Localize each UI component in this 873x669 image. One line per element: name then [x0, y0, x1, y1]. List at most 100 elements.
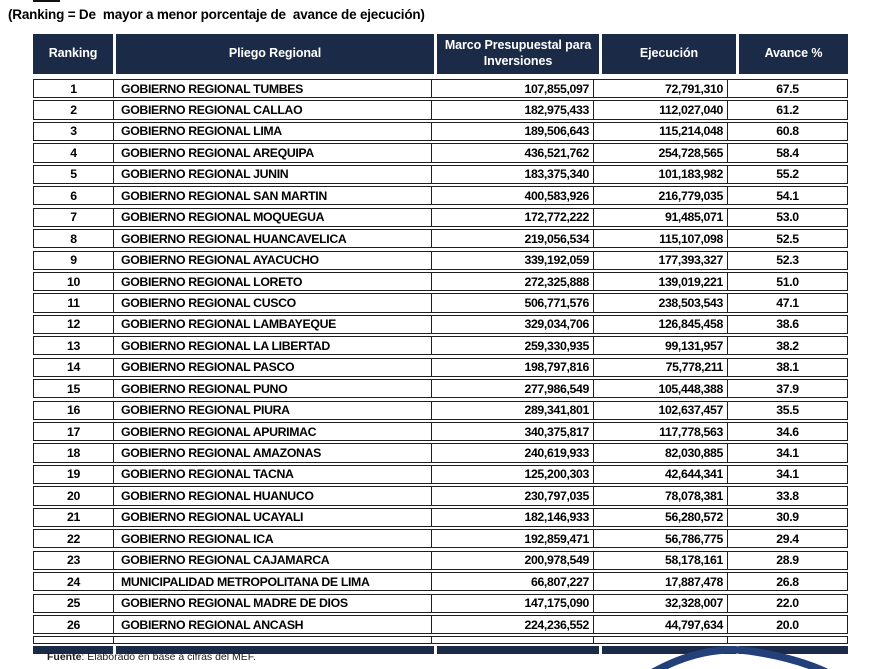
cell-avance: 38.2 — [776, 338, 799, 353]
cell-avance: 47.1 — [776, 295, 799, 310]
cell-pliego: GOBIERNO REGIONAL LORETO — [114, 272, 432, 291]
cell-ranking: 13 — [34, 337, 114, 355]
cell-pliego: GOBIERNO REGIONAL ICA — [114, 530, 432, 548]
table-row: 22 GOBIERNO REGIONAL ICA 192,859,471 56,786… — [33, 529, 848, 549]
cell-marco: 400,583,926 — [432, 187, 594, 205]
cell-avance: 34.6 — [776, 424, 799, 439]
cell-avance: 29.4 — [776, 531, 799, 546]
cell-ejecucion: 58,178,161 — [594, 551, 728, 569]
cell-marco: 219,056,534 — [432, 230, 594, 248]
cell-marco: 340,375,817 — [432, 423, 594, 441]
table-row: 14 GOBIERNO REGIONAL PASCO 198,797,816 75,7… — [33, 357, 848, 377]
cell-marco: 259,330,935 — [432, 337, 594, 355]
cell-pliego: GOBIERNO REGIONAL ANCASH — [114, 615, 432, 634]
cell-ranking: 10 — [34, 272, 114, 291]
source-note-label: Fuente — [47, 651, 82, 663]
cell-marco: 198,797,816 — [432, 358, 594, 376]
table-row: 4 GOBIERNO REGIONAL AREQUIPA 436,521,762 25… — [33, 143, 848, 163]
cell-pliego: GOBIERNO REGIONAL JUNIN — [114, 165, 432, 183]
cell-marco: 182,975,433 — [432, 101, 594, 119]
table-row: 5 GOBIERNO REGIONAL JUNIN 183,375,340 101,1… — [33, 164, 848, 184]
table-row: 23 GOBIERNO REGIONAL CAJAMARCA 200,978,549… — [33, 550, 848, 570]
cell-marco: 272,325,888 — [432, 272, 594, 291]
cell-ranking: 2 — [34, 101, 114, 119]
cell-ejecucion: 115,214,048 — [594, 122, 728, 141]
cell-avance: 34.1 — [776, 446, 799, 461]
table-row: 8 GOBIERNO REGIONAL HUANCAVELICA 219,056,5… — [33, 229, 848, 249]
cell-marco: 436,521,762 — [432, 144, 594, 162]
table-row: 15 GOBIERNO REGIONAL PUNO 277,986,549 105,4… — [33, 379, 848, 399]
cell-ejecucion: 42,644,341 — [594, 465, 728, 484]
table-row: 19 GOBIERNO REGIONAL TACNA 125,200,303 42,6… — [33, 464, 848, 485]
cell-ejecucion: 177,393,327 — [594, 251, 728, 269]
table-row: 21 GOBIERNO REGIONAL UCAYALI 182,146,933 56… — [33, 507, 848, 527]
cell-ranking: 18 — [34, 444, 114, 462]
cell-pliego: GOBIERNO REGIONAL HUANUCO — [114, 487, 432, 505]
footer-bar-segment — [739, 645, 848, 654]
cell-ranking: 20 — [34, 487, 114, 505]
cell-ejecucion: 17,887,478 — [594, 573, 728, 591]
header-ranking: Ranking — [33, 34, 113, 74]
cell-ranking: 11 — [34, 294, 114, 312]
cell-marco: 329,034,706 — [432, 315, 594, 333]
cell-ejecucion: 139,019,221 — [594, 272, 728, 291]
table-header-row: Ranking Pliego Regional Marco Presupuest… — [33, 34, 848, 74]
cell-ejecucion: 216,779,035 — [594, 187, 728, 205]
cell-ranking: 12 — [34, 315, 114, 333]
footer-bar-segment — [437, 645, 599, 654]
footer-bar-segment — [33, 645, 113, 654]
table-row: 6 GOBIERNO REGIONAL SAN MARTIN 400,583,926… — [33, 186, 848, 206]
cell-marco: 506,771,576 — [432, 294, 594, 312]
table-row: 16 GOBIERNO REGIONAL PIURA 289,341,801 102,… — [33, 400, 848, 420]
empty-cell — [432, 637, 594, 643]
cell-ejecucion: 32,328,007 — [594, 594, 728, 612]
cell-avance: 60.8 — [776, 124, 799, 139]
cell-marco: 183,375,340 — [432, 165, 594, 183]
table-row: 10 GOBIERNO REGIONAL LORETO 272,325,888 139… — [33, 271, 848, 292]
cell-pliego: GOBIERNO REGIONAL LA LIBERTAD — [114, 337, 432, 355]
table-row: 3 GOBIERNO REGIONAL LIMA 189,506,643 115,21… — [33, 121, 848, 142]
cell-avance: 37.9 — [776, 381, 799, 396]
cell-marco: 289,341,801 — [432, 401, 594, 419]
cell-marco: 240,619,933 — [432, 444, 594, 462]
cell-pliego: GOBIERNO REGIONAL CALLAO — [114, 101, 432, 119]
table-caption: (Ranking = De mayor a menor porcentaje d… — [8, 7, 425, 22]
cell-pliego: GOBIERNO REGIONAL UCAYALI — [114, 508, 432, 526]
cell-ranking: 26 — [34, 615, 114, 634]
cell-ejecucion: 126,845,458 — [594, 315, 728, 333]
cell-marco: 182,146,933 — [432, 508, 594, 526]
cell-ranking: 1 — [34, 80, 114, 98]
cell-marco: 200,978,549 — [432, 551, 594, 569]
cell-ranking: 22 — [34, 530, 114, 548]
cell-avance: 53.0 — [776, 210, 799, 225]
cell-ranking: 14 — [34, 358, 114, 376]
top-edge-artifact — [33, 0, 60, 2]
cell-ranking: 5 — [34, 165, 114, 183]
table-row: 11 GOBIERNO REGIONAL CUSCO 506,771,576 238,… — [33, 293, 848, 313]
cell-pliego: GOBIERNO REGIONAL HUANCAVELICA — [114, 230, 432, 248]
cell-ranking: 21 — [34, 508, 114, 526]
cell-ejecucion: 115,107,098 — [594, 230, 728, 248]
cell-avance: 22.0 — [776, 596, 799, 611]
cell-pliego: GOBIERNO REGIONAL PASCO — [114, 358, 432, 376]
table-row: 2 GOBIERNO REGIONAL CALLAO 182,975,433 112,… — [33, 100, 848, 120]
table-row: 13 GOBIERNO REGIONAL LA LIBERTAD 259,330,9… — [33, 336, 848, 356]
ranking-table: Ranking Pliego Regional Marco Presupuest… — [33, 34, 848, 654]
cell-pliego: GOBIERNO REGIONAL TUMBES — [114, 80, 432, 98]
cell-pliego: GOBIERNO REGIONAL CUSCO — [114, 294, 432, 312]
cell-avance: 35.5 — [776, 403, 799, 418]
empty-cell — [114, 637, 432, 643]
cell-pliego: GOBIERNO REGIONAL SAN MARTIN — [114, 187, 432, 205]
cell-pliego: GOBIERNO REGIONAL AYACUCHO — [114, 251, 432, 269]
cell-marco: 339,192,059 — [432, 251, 594, 269]
cell-marco: 189,506,643 — [432, 122, 594, 141]
table-row: 17 GOBIERNO REGIONAL APURIMAC 340,375,817 1… — [33, 422, 848, 442]
empty-spacer-row — [33, 636, 848, 644]
footer-bar-segment — [116, 645, 434, 654]
cell-ranking: 3 — [34, 122, 114, 141]
cell-ejecucion: 82,030,885 — [594, 444, 728, 462]
cell-avance: 20.0 — [776, 617, 799, 632]
cell-avance: 34.1 — [776, 467, 799, 482]
table-row: 1 GOBIERNO REGIONAL TUMBES 107,855,097 72,7… — [33, 79, 848, 99]
